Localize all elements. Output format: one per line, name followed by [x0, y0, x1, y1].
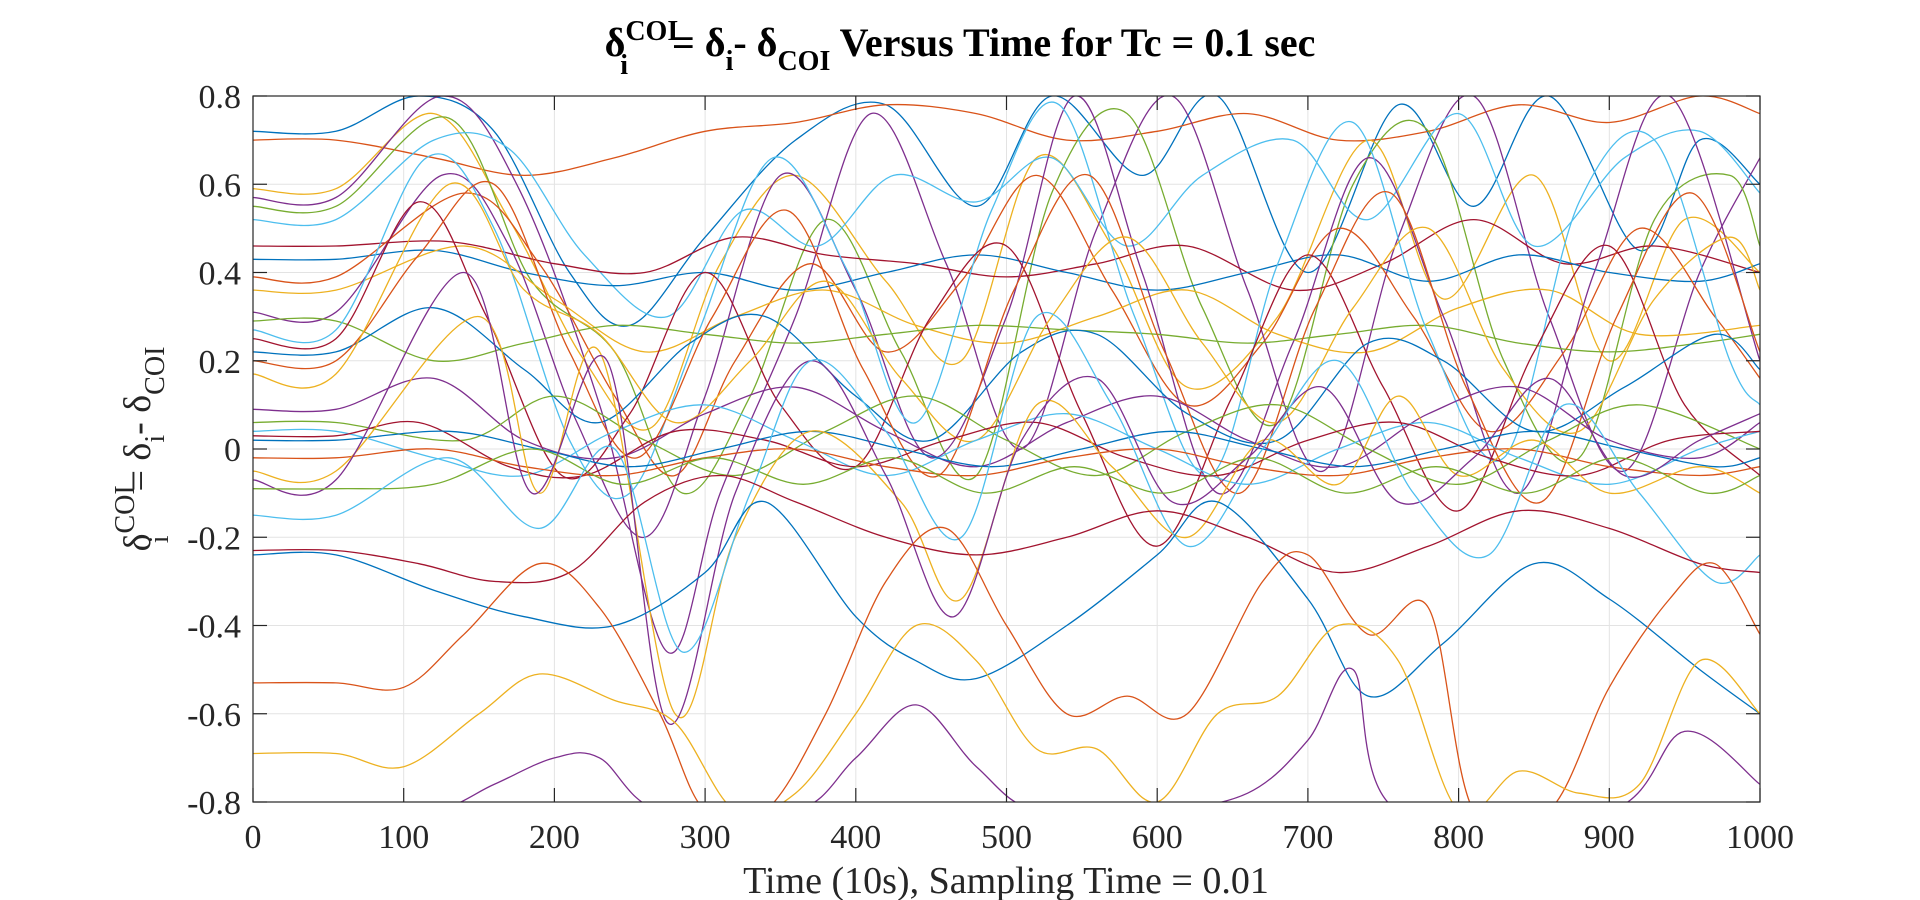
x-tick-labels: 0 100 200 300 400 500 600 700 800 900 1000: [245, 819, 1795, 856]
series-line-28: [253, 474, 1760, 584]
series-group: [253, 96, 1760, 802]
series-line-20: [253, 404, 1760, 485]
series-line-30: [253, 526, 1760, 802]
y-tick-label: -0.4: [187, 609, 241, 646]
series-line-8: [253, 249, 1760, 291]
x-axis-label: Time (10s), Sampling Time = 0.01: [743, 860, 1269, 900]
y-tick-label: -0.8: [187, 785, 241, 822]
series-line-13: [253, 101, 1760, 500]
series-line-6: [253, 112, 1760, 319]
series-line-25: [253, 271, 1760, 725]
y-tick-label: 0.4: [199, 256, 242, 293]
y-tick-label: 0: [224, 432, 241, 469]
series-line-22: [253, 430, 1760, 468]
x-tick-label: 100: [378, 819, 429, 856]
ticks: [252, 95, 1761, 803]
y-tick-label: 0.8: [199, 79, 242, 116]
series-line-16: [253, 173, 1760, 504]
series-line-3: [253, 112, 1760, 431]
y-axis-label: δCOIi= δi- δCOI: [110, 347, 175, 552]
y-axis-label-group: δCOIi= δi- δCOI: [110, 347, 175, 552]
x-tick-label: 600: [1132, 819, 1183, 856]
series-line-14: [253, 201, 1760, 547]
y-tick-label: 0.6: [199, 167, 242, 204]
y-tick-labels: -0.8 -0.6 -0.4 -0.2 0 0.2 0.4 0.6 0.8: [187, 79, 241, 822]
x-tick-label: 200: [529, 819, 580, 856]
y-tick-label: 0.2: [199, 344, 242, 381]
series-line-4: [253, 96, 1760, 654]
x-tick-label: 800: [1433, 819, 1484, 856]
series-line-26: [253, 448, 1760, 494]
series-line-23: [253, 448, 1760, 477]
series-line-27: [253, 312, 1760, 653]
series-line-18: [253, 377, 1760, 468]
x-tick-label: 900: [1584, 819, 1635, 856]
x-tick-label: 400: [830, 819, 881, 856]
x-tick-label: 1000: [1726, 819, 1794, 856]
x-tick-label: 700: [1282, 819, 1333, 856]
series-line-2: [253, 96, 1760, 177]
series-line-31: [253, 623, 1760, 802]
series-line-24: [253, 315, 1760, 719]
series-line-32: [253, 667, 1760, 802]
series-line-19: [253, 395, 1760, 485]
series-line-29: [253, 500, 1760, 715]
chart-title: δCOI i= δi- δCOI Versus Time for Tc = 0.1…: [605, 16, 1316, 81]
y-tick-label: -0.6: [187, 697, 241, 734]
series-line-7: [253, 218, 1760, 292]
series-line-12: [253, 317, 1760, 362]
series-line-15: [253, 307, 1760, 445]
x-tick-label: 500: [981, 819, 1032, 856]
x-tick-label: 300: [680, 819, 731, 856]
x-tick-label: 0: [245, 819, 262, 856]
y-tick-label: -0.2: [187, 520, 241, 557]
series-line-17: [253, 182, 1760, 443]
